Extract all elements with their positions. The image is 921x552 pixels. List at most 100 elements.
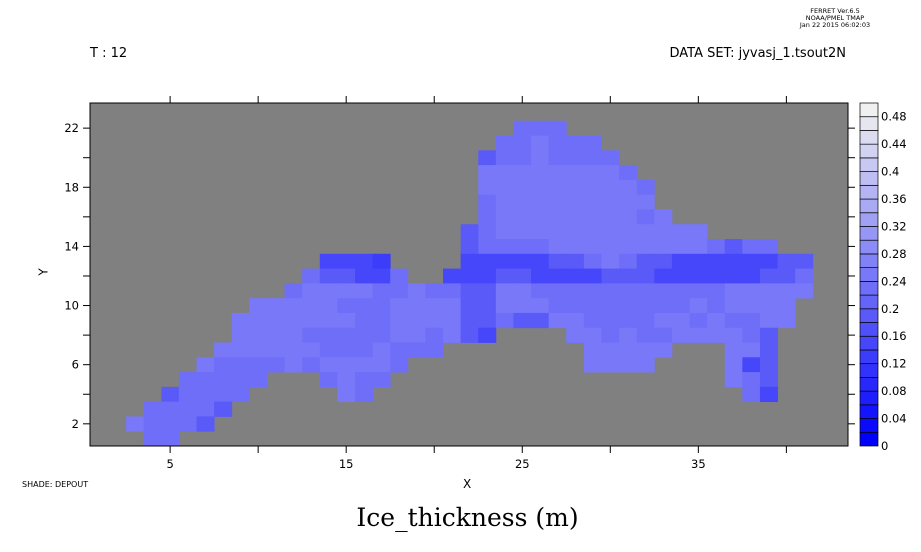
heatmap-cell bbox=[671, 224, 690, 240]
heatmap-cell bbox=[495, 179, 514, 196]
heatmap-cell bbox=[302, 357, 321, 373]
heatmap-cell bbox=[724, 239, 743, 255]
heatmap-cell bbox=[601, 298, 620, 314]
heatmap-cell bbox=[266, 342, 285, 358]
ferret-line: FERRET Ver.6.5 bbox=[810, 7, 860, 15]
heatmap-cell bbox=[513, 165, 532, 181]
heatmap-cell bbox=[619, 209, 638, 225]
heatmap-cell bbox=[531, 298, 550, 314]
heatmap-cell bbox=[354, 357, 373, 373]
heatmap-cell bbox=[460, 224, 479, 240]
heatmap-cell bbox=[531, 179, 550, 196]
heatmap-cell bbox=[566, 135, 585, 151]
heatmap-cell bbox=[478, 150, 497, 166]
heatmap-cell bbox=[266, 327, 285, 343]
heatmap-cell bbox=[460, 239, 479, 255]
colorbar-bin bbox=[859, 212, 879, 227]
heatmap-cell bbox=[390, 283, 409, 299]
colorbar-label: 0.16 bbox=[881, 329, 907, 343]
heatmap-cell bbox=[548, 209, 567, 225]
heatmap-cell bbox=[495, 165, 514, 181]
heatmap-cell bbox=[548, 135, 567, 151]
heatmap-cell bbox=[689, 268, 708, 284]
colorbar-label: 0.48 bbox=[881, 110, 907, 124]
heatmap-cell bbox=[407, 283, 426, 299]
heatmap-cell bbox=[531, 165, 550, 181]
heatmap-cell bbox=[601, 357, 620, 373]
colorbar-bin bbox=[859, 226, 879, 241]
heatmap-cell bbox=[513, 150, 532, 166]
heatmap-cell bbox=[372, 283, 391, 299]
heatmap-cell bbox=[337, 372, 356, 388]
colorbar-bin bbox=[859, 294, 879, 310]
heatmap-cell bbox=[654, 283, 673, 299]
heatmap-cell bbox=[566, 194, 585, 210]
heatmap-cell bbox=[619, 298, 638, 314]
heatmap-cell bbox=[777, 268, 796, 284]
heatmap-cell bbox=[337, 357, 356, 373]
heatmap-cell bbox=[390, 357, 409, 373]
heatmap-cell bbox=[196, 357, 215, 373]
heatmap-cell bbox=[601, 224, 620, 240]
heatmap-cell bbox=[460, 298, 479, 314]
heatmap-cell bbox=[302, 268, 321, 284]
heatmap-cell bbox=[619, 357, 638, 373]
heatmap-cell bbox=[795, 283, 814, 299]
colorbar-bin bbox=[859, 130, 879, 145]
heatmap-cell bbox=[548, 239, 567, 255]
heatmap-cell bbox=[249, 312, 268, 329]
heatmap-cell bbox=[583, 327, 602, 343]
heatmap-cell bbox=[513, 179, 532, 196]
heatmap-cell bbox=[566, 298, 585, 314]
heatmap-cell bbox=[284, 312, 303, 329]
colorbar-bin bbox=[859, 431, 879, 447]
heatmap-cell bbox=[302, 327, 321, 343]
heatmap-cell bbox=[724, 268, 743, 284]
heatmap-cell bbox=[495, 283, 514, 299]
heatmap-cell bbox=[724, 327, 743, 343]
heatmap-cell bbox=[619, 268, 638, 284]
heatmap-cell bbox=[337, 268, 356, 284]
dataset-label: DATA SET: jyvasj_1.tsout2N bbox=[669, 46, 846, 61]
heatmap-cells bbox=[126, 120, 814, 447]
heatmap-cell bbox=[548, 194, 567, 210]
heatmap-cell bbox=[601, 327, 620, 343]
heatmap-cell bbox=[531, 209, 550, 225]
heatmap-cell bbox=[654, 327, 673, 343]
heatmap-cell bbox=[513, 209, 532, 225]
heatmap-cell bbox=[495, 312, 514, 329]
heatmap-cell bbox=[742, 268, 761, 284]
heatmap-cell bbox=[319, 298, 338, 314]
heatmap-cell bbox=[583, 150, 602, 166]
heatmap-cell bbox=[601, 239, 620, 255]
heatmap-cell bbox=[531, 224, 550, 240]
colorbar-bin bbox=[859, 239, 879, 255]
y-tick-label: 18 bbox=[64, 180, 79, 194]
colorbar-label: 0.24 bbox=[881, 274, 907, 288]
heatmap-cell bbox=[724, 312, 743, 329]
heatmap-cell bbox=[337, 327, 356, 343]
heatmap-cell bbox=[161, 386, 180, 403]
heatmap-cell bbox=[689, 239, 708, 255]
heatmap-cell bbox=[372, 327, 391, 343]
heatmap-cell bbox=[777, 312, 796, 329]
heatmap-cell bbox=[231, 372, 250, 388]
axes: 5 15 25 35 2 6 10 14 18 22 bbox=[64, 96, 855, 471]
colorbar-bin bbox=[859, 157, 879, 172]
heatmap-cell bbox=[214, 342, 233, 358]
heatmap-cell bbox=[231, 327, 250, 343]
heatmap-cell bbox=[372, 372, 391, 388]
heatmap-cell bbox=[390, 312, 409, 329]
colorbar-label: 0.4 bbox=[881, 165, 899, 179]
heatmap-cell bbox=[249, 372, 268, 388]
heatmap-cell bbox=[354, 268, 373, 284]
heatmap-cell bbox=[513, 283, 532, 299]
heatmap-cell bbox=[319, 312, 338, 329]
heatmap-cell bbox=[178, 401, 197, 417]
heatmap-cell bbox=[266, 357, 285, 373]
heatmap-cell bbox=[671, 327, 690, 343]
heatmap-cell bbox=[566, 224, 585, 240]
heatmap-cell bbox=[759, 312, 778, 329]
heatmap-cell bbox=[759, 239, 778, 255]
